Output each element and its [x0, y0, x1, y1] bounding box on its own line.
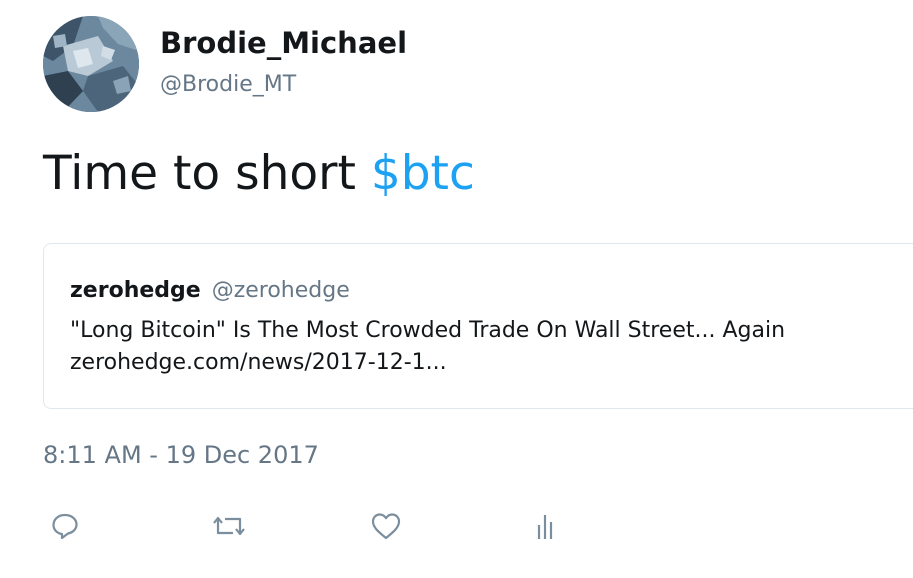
tweet-text: Time to short $btc [43, 146, 475, 202]
profile-photo-icon [43, 16, 139, 112]
quoted-tweet-card[interactable]: zerohedge @zerohedge "Long Bitcoin" Is T… [43, 243, 913, 409]
quoted-tweet-handle: @zerohedge [211, 278, 350, 303]
quoted-tweet-link[interactable]: zerohedge.com/news/2017-12-1... [70, 350, 447, 375]
reply-button[interactable] [47, 508, 83, 544]
analytics-button[interactable] [527, 508, 563, 544]
tweet-timestamp[interactable]: 8:11 AM - 19 Dec 2017 [43, 441, 319, 469]
display-name[interactable]: Brodie_Michael [160, 26, 408, 60]
like-button[interactable] [368, 508, 404, 544]
quoted-tweet-name: zerohedge [70, 278, 201, 303]
user-handle[interactable]: @Brodie_MT [160, 72, 297, 97]
heart-icon [371, 513, 401, 540]
quoted-tweet-text: "Long Bitcoin" Is The Most Crowded Trade… [70, 318, 786, 343]
reply-icon [52, 513, 78, 540]
quoted-tweet-author: zerohedge @zerohedge [70, 278, 350, 303]
retweet-icon [213, 516, 245, 536]
avatar[interactable] [43, 16, 139, 112]
tweet-text-prefix: Time to short [43, 146, 371, 201]
cashtag-link[interactable]: $btc [370, 146, 475, 201]
quoted-tweet-body: "Long Bitcoin" Is The Most Crowded Trade… [70, 315, 785, 379]
retweet-button[interactable] [211, 508, 247, 544]
analytics-icon [537, 515, 553, 539]
